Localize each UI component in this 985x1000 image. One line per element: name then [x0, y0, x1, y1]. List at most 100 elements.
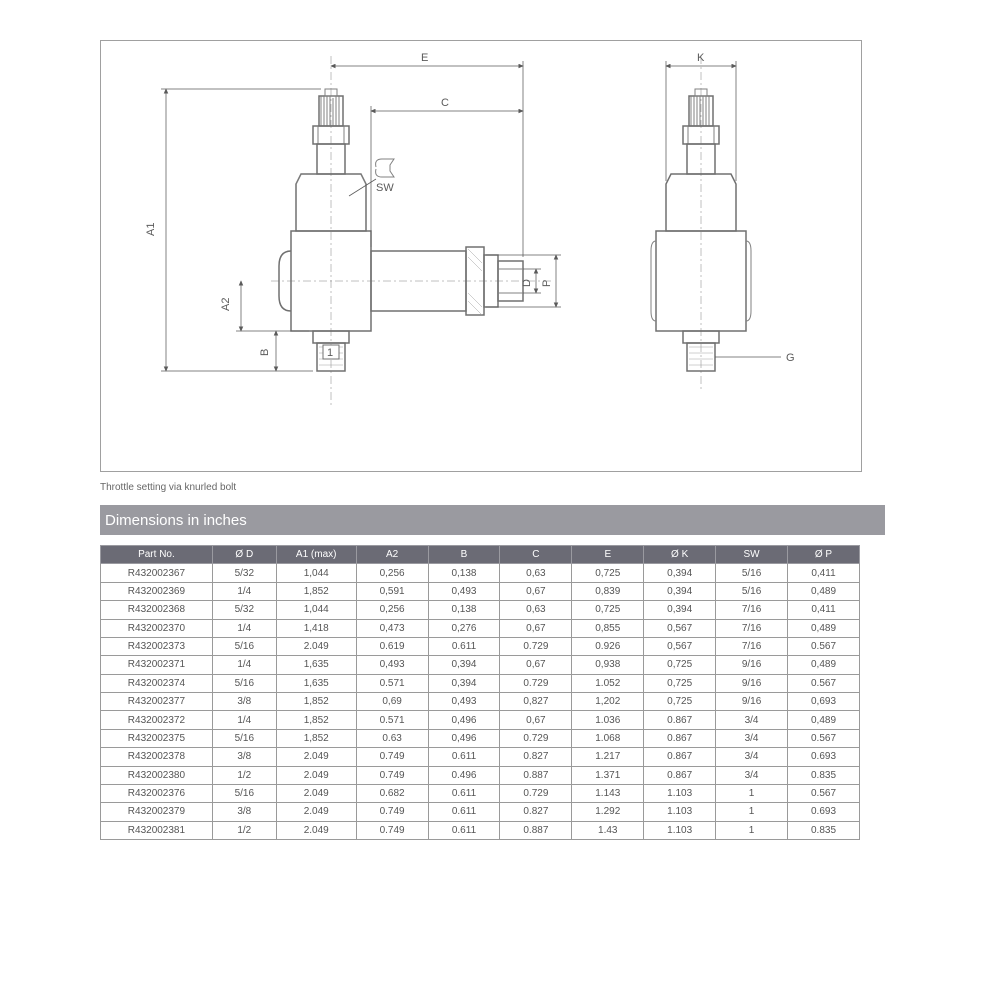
- table-header: SW: [716, 546, 788, 564]
- table-row: R4320023691/41,8520,5910,4930,670,8390,3…: [101, 582, 860, 600]
- table-cell: 0,725: [572, 564, 644, 582]
- table-cell: 0,489: [788, 656, 860, 674]
- table-header: A1 (max): [276, 546, 356, 564]
- table-header: Ø P: [788, 546, 860, 564]
- technical-drawing: 1 SW A1 A2 B: [100, 40, 862, 472]
- table-header: Ø K: [644, 546, 716, 564]
- table-cell: 1.103: [644, 821, 716, 839]
- table-row: R4320023745/161,6350.5710,3940.7291.0520…: [101, 674, 860, 692]
- table-cell: 0,394: [644, 582, 716, 600]
- table-cell: 5/16: [212, 637, 276, 655]
- table-cell: 0,493: [356, 656, 428, 674]
- table-cell: 0.567: [788, 637, 860, 655]
- table-cell: 0,725: [572, 601, 644, 619]
- table-cell: 0.729: [500, 784, 572, 802]
- table-cell: R432002371: [101, 656, 213, 674]
- table-cell: 3/4: [716, 748, 788, 766]
- table-cell: 0.611: [428, 748, 500, 766]
- k-label: K: [697, 52, 705, 64]
- table-row: R4320023811/22.0490.7490.6110.8871.431.1…: [101, 821, 860, 839]
- c-label: C: [441, 97, 449, 109]
- table-cell: 0,256: [356, 601, 428, 619]
- table-cell: 1.052: [572, 674, 644, 692]
- table-cell: R432002369: [101, 582, 213, 600]
- table-cell: 0,725: [644, 674, 716, 692]
- d-label: D: [521, 279, 533, 287]
- table-cell: 0,591: [356, 582, 428, 600]
- table-cell: 1.143: [572, 784, 644, 802]
- table-cell: 0,63: [500, 564, 572, 582]
- table-cell: 0.567: [788, 729, 860, 747]
- table-cell: 1/4: [212, 582, 276, 600]
- table-cell: 0.729: [500, 729, 572, 747]
- port-1-label: 1: [327, 347, 333, 359]
- drawing-caption: Throttle setting via knurled bolt: [100, 482, 885, 493]
- table-cell: 9/16: [716, 674, 788, 692]
- table-cell: 9/16: [716, 693, 788, 711]
- table-cell: R432002373: [101, 637, 213, 655]
- table-row: R4320023793/82.0490.7490.6110.8271.2921.…: [101, 803, 860, 821]
- table-cell: 0.835: [788, 766, 860, 784]
- table-cell: 2.049: [276, 784, 356, 802]
- table-cell: 0.887: [500, 821, 572, 839]
- table-cell: 0,411: [788, 564, 860, 582]
- table-cell: 0,67: [500, 656, 572, 674]
- table-cell: R432002377: [101, 693, 213, 711]
- table-cell: 7/16: [716, 601, 788, 619]
- table-cell: 5/32: [212, 564, 276, 582]
- table-cell: 0.749: [356, 766, 428, 784]
- table-cell: 0,489: [788, 619, 860, 637]
- table-cell: 0,489: [788, 582, 860, 600]
- table-cell: 5/32: [212, 601, 276, 619]
- table-cell: 0,276: [428, 619, 500, 637]
- table-cell: 3/8: [212, 693, 276, 711]
- table-cell: R432002370: [101, 619, 213, 637]
- table-cell: 0.63: [356, 729, 428, 747]
- table-cell: 0,394: [428, 674, 500, 692]
- table-cell: 3/4: [716, 711, 788, 729]
- table-cell: 0.611: [428, 784, 500, 802]
- table-cell: 0,69: [356, 693, 428, 711]
- table-cell: 5/16: [716, 564, 788, 582]
- table-cell: 1,635: [276, 674, 356, 692]
- table-cell: 7/16: [716, 637, 788, 655]
- table-header: C: [500, 546, 572, 564]
- table-cell: R432002372: [101, 711, 213, 729]
- table-cell: 1.371: [572, 766, 644, 784]
- table-cell: 1.103: [644, 803, 716, 821]
- table-cell: 0,67: [500, 711, 572, 729]
- table-cell: 2.049: [276, 637, 356, 655]
- table-cell: 0.835: [788, 821, 860, 839]
- table-row: R4320023701/41,4180,4730,2760,670,8550,5…: [101, 619, 860, 637]
- table-cell: 1,852: [276, 693, 356, 711]
- table-cell: 3/8: [212, 748, 276, 766]
- table-cell: 0,394: [428, 656, 500, 674]
- table-cell: 7/16: [716, 619, 788, 637]
- table-header: E: [572, 546, 644, 564]
- table-cell: 0.611: [428, 637, 500, 655]
- table-cell: 0.729: [500, 637, 572, 655]
- table-cell: 0.496: [428, 766, 500, 784]
- table-cell: 0.571: [356, 711, 428, 729]
- table-cell: 0,839: [572, 582, 644, 600]
- table-cell: 0.729: [500, 674, 572, 692]
- table-cell: 0.827: [500, 748, 572, 766]
- table-cell: 0,493: [428, 582, 500, 600]
- table-cell: R432002381: [101, 821, 213, 839]
- table-cell: 1.292: [572, 803, 644, 821]
- table-cell: 0.887: [500, 766, 572, 784]
- table-cell: 0,496: [428, 729, 500, 747]
- table-cell: 2.049: [276, 748, 356, 766]
- table-cell: 2.049: [276, 821, 356, 839]
- table-cell: 0,256: [356, 564, 428, 582]
- table-cell: R432002379: [101, 803, 213, 821]
- table-cell: 0.749: [356, 748, 428, 766]
- table-cell: 0,489: [788, 711, 860, 729]
- table-cell: 0.682: [356, 784, 428, 802]
- table-row: R4320023765/162.0490.6820.6110.7291.1431…: [101, 784, 860, 802]
- table-cell: 0,725: [644, 693, 716, 711]
- table-cell: 1: [716, 821, 788, 839]
- table-cell: 0.867: [644, 729, 716, 747]
- table-header: A2: [356, 546, 428, 564]
- table-cell: 0,138: [428, 601, 500, 619]
